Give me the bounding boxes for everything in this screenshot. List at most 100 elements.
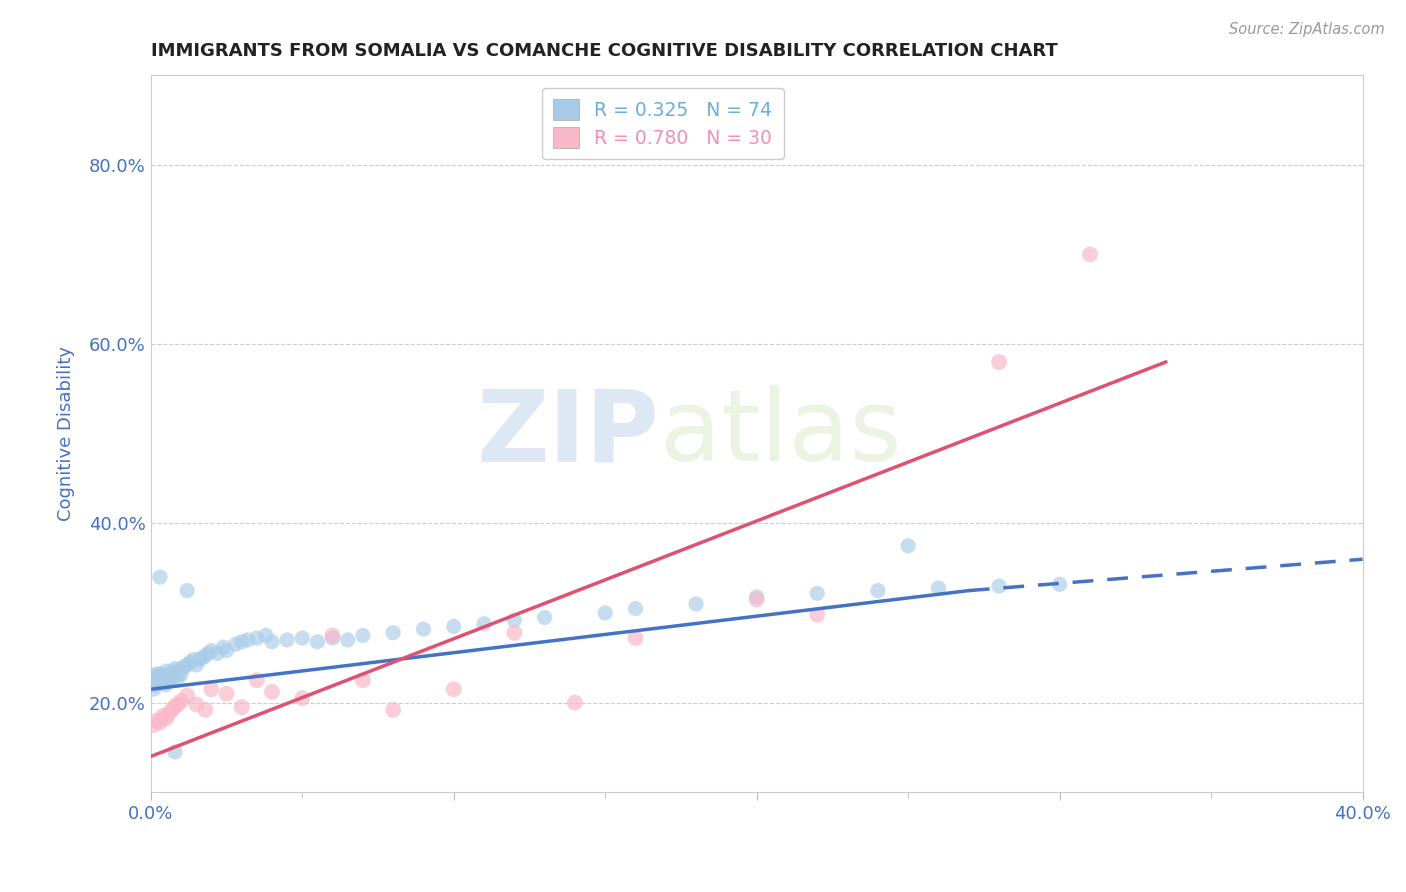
Point [207,646,229,660]
Point [745,590,768,604]
Point [142,673,165,688]
Point [149,671,172,685]
Point [215,687,238,701]
Point [167,671,190,685]
Point [194,648,217,663]
Point [157,706,180,721]
Point [291,631,314,645]
Point [806,586,828,600]
Point [163,669,186,683]
Y-axis label: Cognitive Disability: Cognitive Disability [58,346,75,521]
Point [157,673,180,688]
Point [157,669,180,683]
Text: atlas: atlas [659,385,901,483]
Point [176,689,198,703]
Point [472,616,495,631]
Point [927,581,949,595]
Point [685,597,707,611]
Point [188,652,211,666]
Point [167,698,190,712]
Point [382,625,405,640]
Point [155,665,177,679]
Point [170,694,193,708]
Point [142,718,165,732]
Point [155,678,177,692]
Point [593,606,616,620]
Text: Source: ZipAtlas.com: Source: ZipAtlas.com [1229,22,1385,37]
Point [624,601,647,615]
Point [866,583,889,598]
Point [160,665,183,679]
Point [322,631,344,645]
Point [170,662,193,676]
Point [181,652,204,666]
Point [163,699,186,714]
Point [152,709,174,723]
Point [225,637,247,651]
Point [167,665,190,679]
Point [146,667,169,681]
Point [624,631,647,645]
Point [149,570,172,584]
Point [1049,577,1071,591]
Point [173,660,195,674]
Point [745,592,768,607]
Point [186,658,208,673]
Point [276,632,298,647]
Point [152,675,174,690]
Point [988,579,1011,593]
Point [146,678,169,692]
Point [149,676,172,690]
Point [200,682,222,697]
Point [897,539,920,553]
Point [155,712,177,726]
Point [443,619,465,633]
Point [155,669,177,683]
Point [146,673,169,688]
Point [443,682,465,697]
Point [806,607,828,622]
Point [149,673,172,688]
Point [231,700,253,714]
Legend: R = 0.325   N = 74, R = 0.780   N = 30: R = 0.325 N = 74, R = 0.780 N = 30 [541,88,783,159]
Point [215,643,238,657]
Point [564,696,586,710]
Point [260,685,283,699]
Point [503,625,526,640]
Point [142,669,165,683]
Point [176,658,198,673]
Point [194,703,217,717]
Point [142,678,165,692]
Point [322,628,344,642]
Point [186,698,208,712]
Point [246,631,269,645]
Point [149,667,172,681]
Point [163,745,186,759]
Point [142,673,165,688]
Point [1078,247,1101,261]
Point [152,669,174,683]
Point [146,671,169,685]
Point [191,650,214,665]
Point [533,610,555,624]
Point [231,634,253,648]
Point [382,703,405,717]
Point [142,682,165,697]
Point [352,673,374,688]
Point [160,671,183,685]
Point [176,583,198,598]
Point [212,640,235,654]
Point [352,628,374,642]
Point [236,632,259,647]
Point [197,646,219,660]
Point [988,355,1011,369]
Point [254,628,277,642]
Point [146,714,169,728]
Point [152,672,174,686]
Point [155,673,177,688]
Point [307,634,329,648]
Point [246,673,269,688]
Point [149,715,172,730]
Point [170,667,193,681]
Point [163,662,186,676]
